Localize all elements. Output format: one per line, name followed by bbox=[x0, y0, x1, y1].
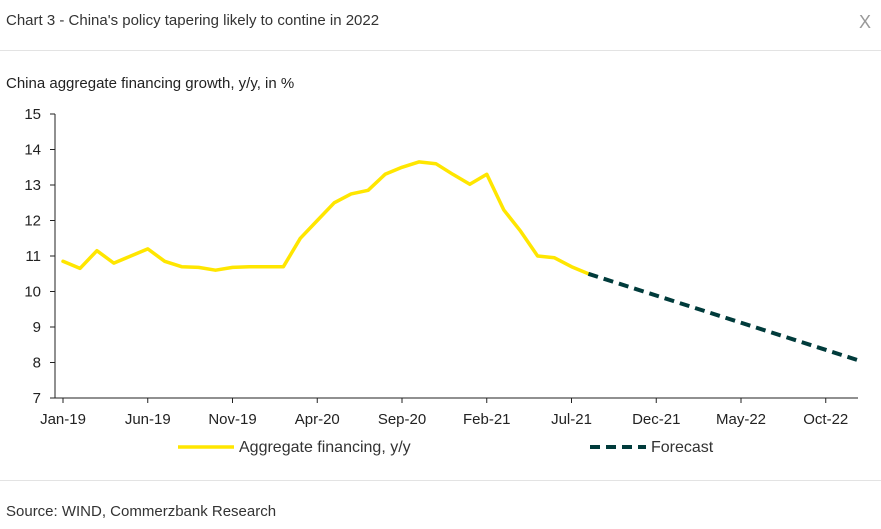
x-tick-label: Jun-19 bbox=[125, 411, 171, 428]
y-tick-label: 7 bbox=[33, 390, 41, 407]
close-icon[interactable]: X bbox=[858, 12, 871, 32]
x-tick-label: Oct-22 bbox=[803, 411, 848, 428]
y-tick-label: 14 bbox=[24, 142, 41, 159]
forecast-line bbox=[587, 271, 861, 363]
x-tick-label: Nov-19 bbox=[208, 411, 256, 428]
y-tick-label: 15 bbox=[24, 106, 41, 123]
x-tick-label: Apr-20 bbox=[295, 411, 340, 428]
y-tick-label: 8 bbox=[33, 355, 41, 372]
x-tick-label: Sep-20 bbox=[378, 411, 426, 428]
aggregate-financing-line bbox=[61, 160, 591, 276]
legend-label: Forecast bbox=[651, 439, 714, 456]
x-tick-label: Dec-21 bbox=[632, 411, 680, 428]
chart-footer: Source: WIND, Commerzbank Research bbox=[0, 480, 881, 529]
source-note: Source: WIND, Commerzbank Research bbox=[6, 503, 277, 520]
chart-title: Chart 3 - China's policy tapering likely… bbox=[6, 12, 380, 29]
line-chart: China aggregate financing growth, y/y, i… bbox=[6, 75, 861, 456]
x-tick-label: Jul-21 bbox=[551, 411, 592, 428]
y-tick-label: 11 bbox=[25, 248, 41, 265]
y-tick-label: 9 bbox=[33, 319, 41, 336]
x-tick-label: May-22 bbox=[716, 411, 766, 428]
y-tick-label: 10 bbox=[24, 284, 41, 301]
chart-area: China aggregate financing growth, y/y, i… bbox=[0, 60, 881, 480]
y-tick-label: 12 bbox=[24, 213, 41, 230]
x-tick-label: Feb-21 bbox=[463, 411, 511, 428]
legend-label: Aggregate financing, y/y bbox=[239, 439, 411, 456]
x-tick-label: Jan-19 bbox=[40, 411, 86, 428]
chart-subtitle: China aggregate financing growth, y/y, i… bbox=[6, 75, 294, 92]
chart-header: Chart 3 - China's policy tapering likely… bbox=[0, 0, 881, 51]
y-tick-label: 13 bbox=[24, 177, 41, 194]
